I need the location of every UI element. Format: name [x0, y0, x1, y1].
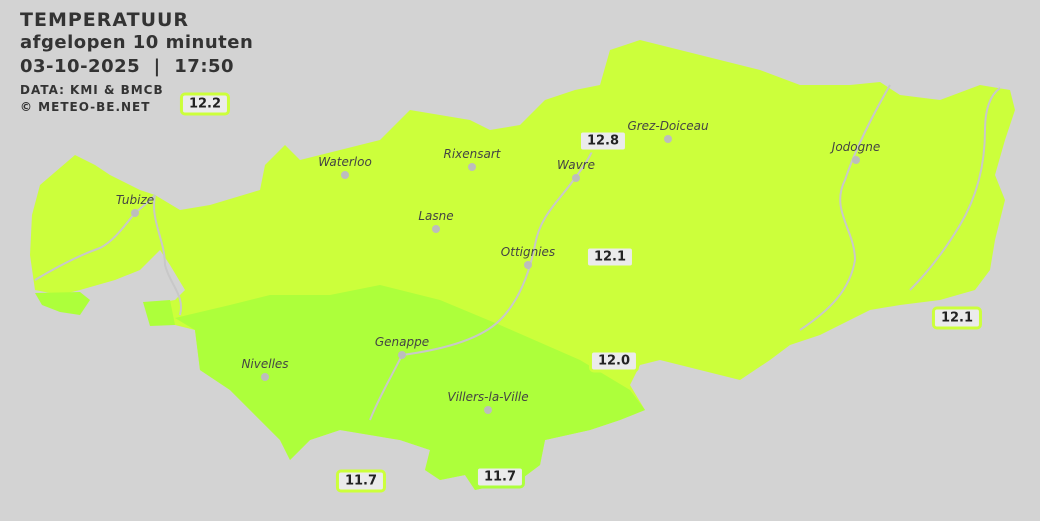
- city-label: Genappe: [374, 335, 430, 349]
- city-label: Ottignies: [500, 245, 556, 259]
- city-dot: [664, 135, 672, 143]
- city-label: Rixensart: [443, 147, 501, 161]
- map-title: TEMPERATUUR: [20, 9, 190, 31]
- temperature-label[interactable]: 12.2: [179, 92, 231, 116]
- city-label: Lasne: [418, 209, 454, 223]
- city-dot: [432, 225, 440, 233]
- copyright: © METEO-BE.NET: [20, 100, 151, 114]
- city-dot: [341, 171, 349, 179]
- map-header: TEMPERATUUR afgelopen 10 minuten 03-10-2…: [20, 8, 253, 116]
- city-label: Grez-Doiceau: [627, 119, 709, 133]
- city-dot: [484, 406, 492, 414]
- city-label: Nivelles: [241, 357, 289, 371]
- temperature-label[interactable]: 12.1: [584, 245, 636, 269]
- city-dot: [524, 261, 532, 269]
- city-dot: [852, 156, 860, 164]
- city-label: Wavre: [557, 158, 595, 172]
- temperature-label[interactable]: 12.0: [588, 349, 640, 373]
- region-zone-11-5: [175, 285, 645, 490]
- temperature-label[interactable]: 11.7: [474, 465, 526, 489]
- city-label: Waterloo: [318, 155, 372, 169]
- temperature-label[interactable]: 12.8: [577, 129, 629, 153]
- temperature-label[interactable]: 12.1: [931, 306, 983, 330]
- city-dot: [468, 163, 476, 171]
- region-zone-11-5-west: [35, 292, 90, 315]
- region-zone-11-5-west2: [143, 300, 175, 326]
- map-datetime: 03-10-2025 | 17:50: [20, 56, 235, 77]
- city-label: Villers-la-Ville: [447, 390, 529, 404]
- temperature-label[interactable]: 11.7: [335, 469, 387, 493]
- city-dot: [261, 373, 269, 381]
- data-source: DATA: KMI & BMCB: [20, 83, 164, 97]
- city-label: Tubize: [115, 193, 155, 207]
- city-label: Jodogne: [831, 140, 881, 154]
- city-dot: [398, 351, 406, 359]
- city-dot: [572, 174, 580, 182]
- city-dot: [131, 209, 139, 217]
- map-subtitle: afgelopen 10 minuten: [20, 32, 254, 53]
